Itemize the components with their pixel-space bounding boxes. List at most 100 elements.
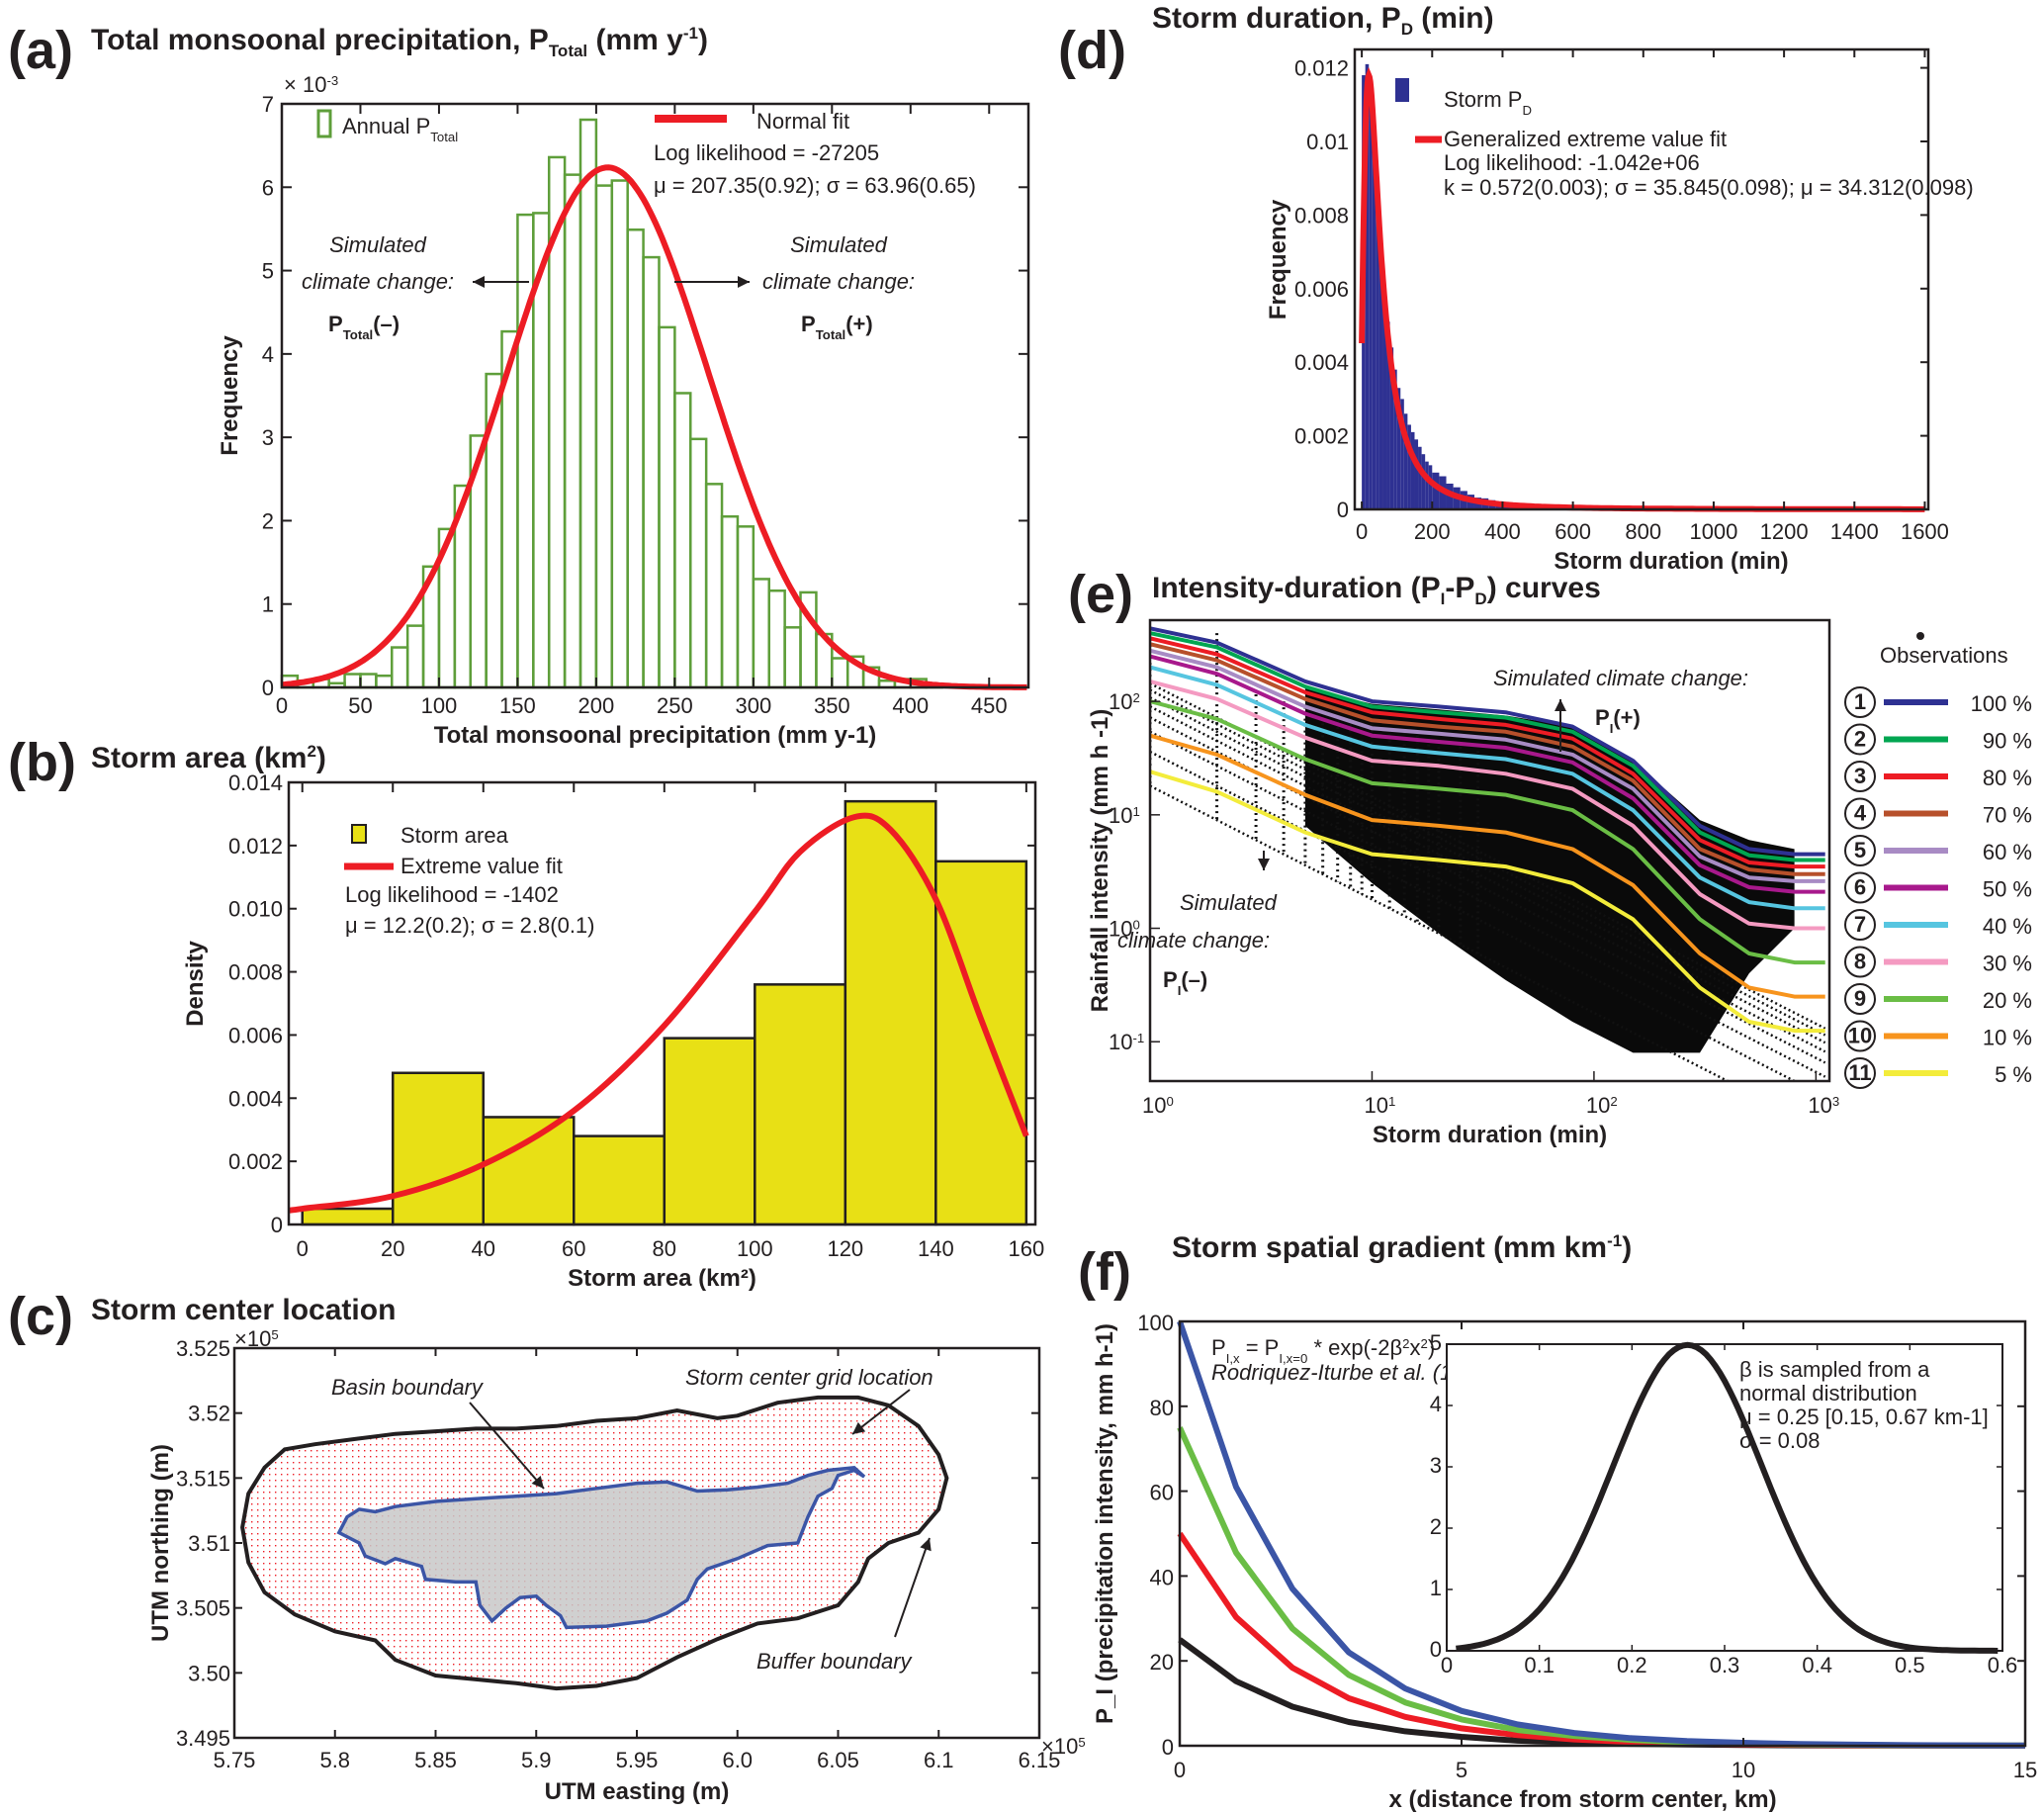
x-tick-label-a: 100 bbox=[421, 693, 458, 718]
panel-title-d: Storm duration, PD (min) bbox=[1152, 2, 1494, 40]
arrow-down-e-head bbox=[1258, 859, 1270, 870]
x-tick-label-a: 450 bbox=[971, 693, 1008, 718]
percentile-curve-8-e bbox=[1150, 679, 1825, 931]
title-d-end: (min) bbox=[1412, 2, 1494, 35]
legend-label-fit-d: Generalized extreme value fit bbox=[1444, 127, 1727, 151]
x-tick-label-e: 102 bbox=[1586, 1093, 1618, 1118]
legend-obs-label-e: Observations bbox=[1880, 643, 2008, 668]
x-axis-label-c: UTM easting (m) bbox=[545, 1778, 730, 1805]
legend-label-fit-b: Extreme value fit bbox=[400, 854, 563, 878]
percentile-curve-1-e bbox=[1150, 626, 1825, 857]
x-tick-label-b: 120 bbox=[827, 1236, 863, 1261]
annot-buffer-c: Buffer boundary bbox=[756, 1649, 914, 1674]
x-tick-label-b: 80 bbox=[653, 1236, 676, 1261]
y-tick-label-a: 0 bbox=[262, 676, 274, 700]
y-tick-label-f: 100 bbox=[1137, 1311, 1174, 1335]
inset-y-tick-label-f: 3 bbox=[1430, 1453, 1442, 1478]
x-tick-label-f: 0 bbox=[1174, 1758, 1186, 1782]
x-tick-label-b: 100 bbox=[737, 1236, 773, 1261]
y-tick-label-b: 0.008 bbox=[228, 960, 283, 985]
extreme-value-fit-line-b bbox=[288, 812, 1029, 1214]
panel-label-e: (e) bbox=[1068, 565, 1133, 624]
y-tick-label-b: 0.012 bbox=[228, 834, 283, 859]
annot-left-line1-a: Simulated bbox=[329, 232, 427, 257]
normal-fit-line-a bbox=[281, 164, 1027, 690]
inset-normal-curve-f bbox=[1456, 1341, 1999, 1654]
x-tick-label-e: 103 bbox=[1808, 1093, 1839, 1118]
basin-boundary-c bbox=[336, 1465, 866, 1630]
legend-loglik-b: Log likelihood = -1402 bbox=[345, 882, 559, 907]
hist-bar-a bbox=[626, 228, 645, 689]
legend-label-4-e: 70 % bbox=[1983, 803, 2032, 828]
hist-bar-d bbox=[1389, 347, 1394, 509]
inset-y-tick-label-f: 2 bbox=[1430, 1514, 1442, 1539]
y-axis-label-b: Density bbox=[182, 941, 209, 1027]
x-tick-label-d: 1000 bbox=[1689, 519, 1737, 544]
hist-bar-a bbox=[783, 626, 802, 689]
title-a-sub: Total bbox=[548, 42, 588, 60]
legend-circle-3-e bbox=[1844, 761, 1876, 792]
hist-bar-b bbox=[934, 860, 1028, 1226]
x-tick-label-c: 5.85 bbox=[414, 1748, 457, 1772]
hist-bar-a bbox=[359, 673, 378, 689]
legend-label-7-e: 40 % bbox=[1983, 914, 2032, 939]
inset-x-tick-label-f: 0.2 bbox=[1617, 1653, 1647, 1677]
legend-params-a: μ = 207.35(0.92); σ = 63.96(0.65) bbox=[654, 173, 976, 198]
y-tick-label-c: 3.525 bbox=[176, 1336, 230, 1361]
x-axis-label-f: x (distance from storm center, km) bbox=[1388, 1786, 1776, 1813]
hist-bar-a bbox=[594, 184, 614, 689]
y-tick-label-a: 2 bbox=[262, 508, 274, 533]
hist-bar-d bbox=[1403, 413, 1408, 509]
y-tick-label-c: 3.52 bbox=[188, 1402, 230, 1426]
title-b-end: ) bbox=[315, 742, 326, 774]
y-axis-label-d: Frequency bbox=[1265, 199, 1291, 319]
inset-x-tick-label-f: 0.4 bbox=[1802, 1653, 1832, 1677]
y-tick-label-a: 3 bbox=[262, 425, 274, 450]
x-tick-label-c: 5.8 bbox=[319, 1748, 350, 1772]
hist-bar-b bbox=[301, 1207, 395, 1226]
annot-down-line1-e: Simulated bbox=[1180, 890, 1278, 915]
legend-loglik-d: Log likelihood: -1.042e+06 bbox=[1444, 150, 1700, 175]
y-tick-label-e: 101 bbox=[1109, 803, 1140, 828]
title-e-mid: -P bbox=[1445, 572, 1475, 604]
x-tick-label-d: 200 bbox=[1414, 519, 1451, 544]
plot-frame-d bbox=[1353, 47, 1930, 511]
title-e-end: ) curves bbox=[1486, 572, 1601, 604]
y-tick-label-d: 0.008 bbox=[1294, 203, 1349, 227]
hist-bar-a bbox=[516, 213, 535, 689]
legend-label-2-e: 90 % bbox=[1983, 729, 2032, 754]
annot-right-line2-a: climate change: bbox=[762, 269, 915, 294]
x-tick-label-d: 1400 bbox=[1830, 519, 1879, 544]
y-tick-label-c: 3.50 bbox=[188, 1661, 230, 1685]
y-tick-label-a: 6 bbox=[262, 175, 274, 200]
legend-label-9-e: 20 % bbox=[1983, 988, 2032, 1013]
legend-num-6-e: 6 bbox=[1854, 875, 1866, 900]
hist-bar-a bbox=[767, 589, 786, 689]
hist-bar-a bbox=[563, 173, 582, 689]
inset-note-line3-f: μ = 0.25 [0.15, 0.67 km-1] bbox=[1739, 1405, 1989, 1429]
hist-bar-b bbox=[844, 799, 937, 1226]
panel-title-b: Storm area (km2) bbox=[91, 742, 326, 775]
y-tick-label-a: 5 bbox=[262, 259, 274, 284]
title-d-main: Storm duration, P bbox=[1152, 2, 1401, 35]
arrow-grid-c-head bbox=[852, 1421, 866, 1434]
hist-bar-a bbox=[405, 624, 425, 689]
percentile-curve-6-e bbox=[1150, 654, 1825, 894]
title-a-end: ) bbox=[698, 24, 708, 56]
x-tick-label-d: 400 bbox=[1484, 519, 1521, 544]
hist-bar-a bbox=[343, 673, 362, 689]
legend-params-d: k = 0.572(0.003); σ = 35.845(0.098); μ =… bbox=[1444, 175, 1974, 200]
title-b-main: Storm area (km bbox=[91, 742, 308, 774]
annot-left-sym-a: PTotal(–) bbox=[328, 312, 400, 342]
x-tick-label-c: 5.95 bbox=[616, 1748, 659, 1772]
hist-bar-b bbox=[573, 1134, 667, 1226]
x-tick-label-b: 0 bbox=[297, 1236, 309, 1261]
y-tick-label-b: 0.004 bbox=[228, 1086, 283, 1111]
legend-num-10-e: 10 bbox=[1848, 1024, 1872, 1048]
legend-loglik-a: Log likelihood = -27205 bbox=[654, 140, 879, 165]
x-tick-label-d: 1200 bbox=[1760, 519, 1809, 544]
legend-label-5-e: 60 % bbox=[1983, 840, 2032, 864]
observations-e bbox=[1150, 626, 1826, 1081]
inset-frame-f bbox=[1446, 1343, 2003, 1652]
inset-note-line4-f: σ = 0.08 bbox=[1739, 1428, 1820, 1453]
